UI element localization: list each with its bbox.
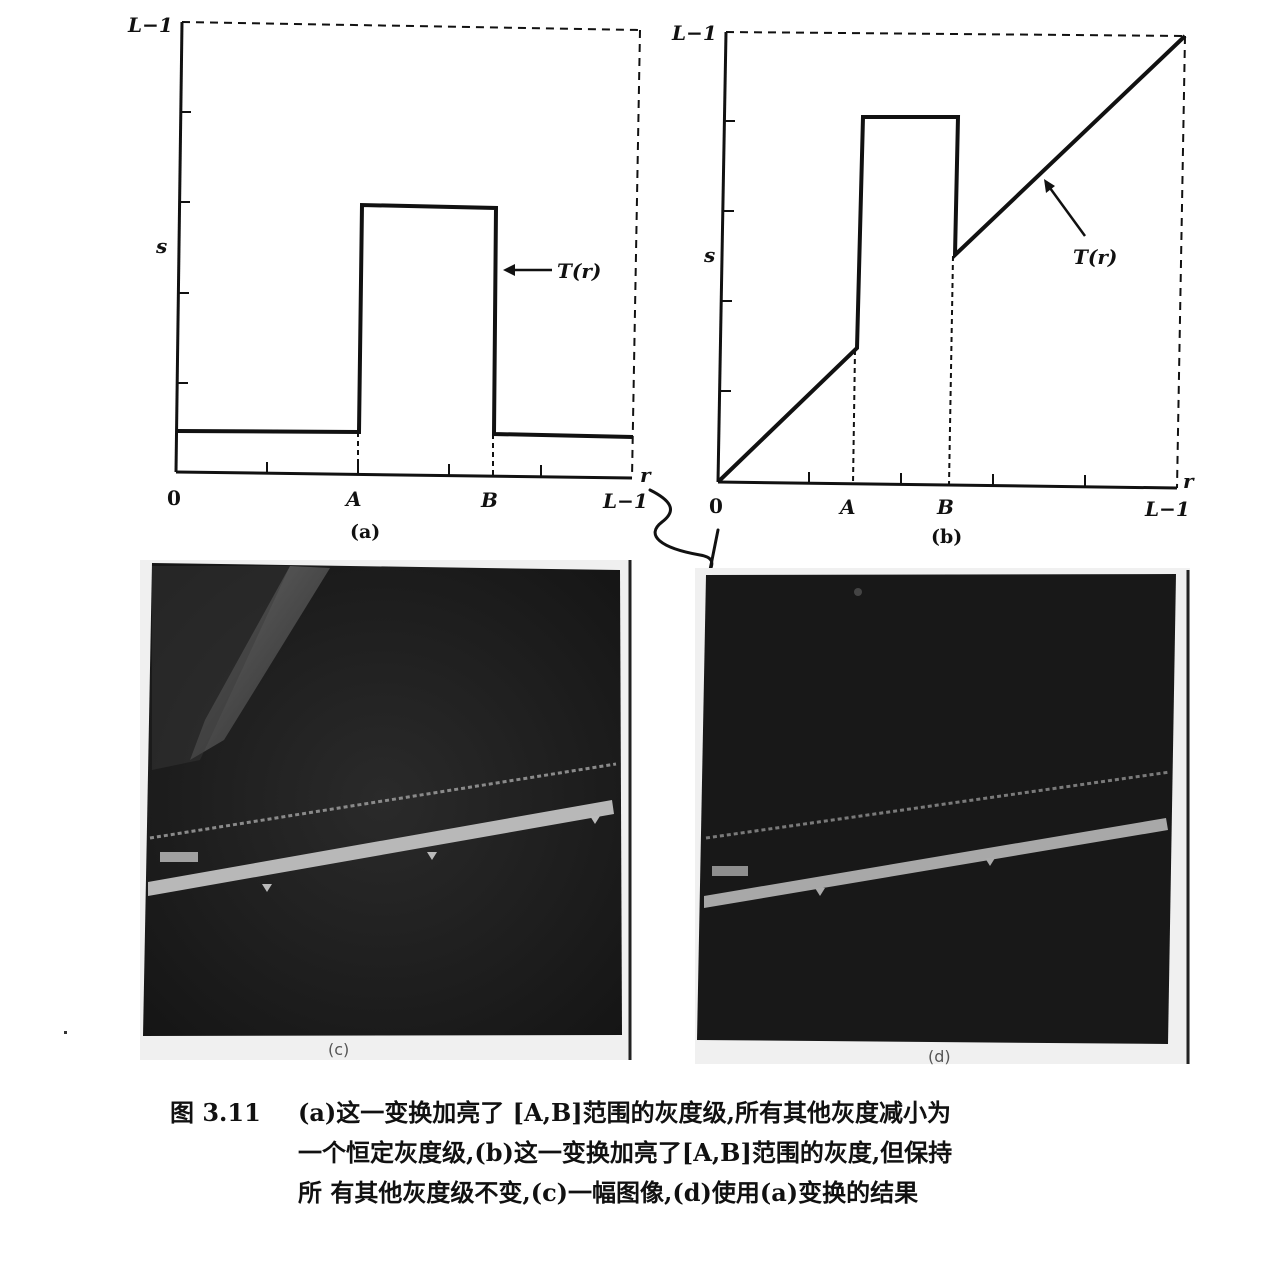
plot-b-r-label: r: [1183, 469, 1195, 493]
plot-b-y-ticks: [721, 120, 735, 392]
photo-d-thin-line: [705, 770, 1171, 840]
plot-b-b-dropline: [948, 255, 954, 486]
plot-a-curve-label: T(r): [557, 259, 601, 283]
plot-a-y-axis: [174, 21, 184, 473]
photo-d-bright-band: [704, 818, 1168, 908]
photo-d-image: [697, 574, 1176, 1044]
caption-figure-number: 图 3.11: [170, 1098, 261, 1127]
plot-a-y-ticks: [178, 111, 191, 384]
caption-line: (a)这一变换加亮了 [A,B]范围的灰度级,所有其他灰度减小为: [298, 1098, 951, 1127]
plot-a-arrowhead: [503, 264, 515, 276]
plot-a: L−1 s T(r) r 0 A B L−1 (a): [127, 13, 652, 543]
plot-b-x-axis: [717, 480, 1178, 490]
photo-c-bright-band: [148, 800, 614, 896]
plot-a-y-top-label: L−1: [127, 13, 173, 37]
plot-a-r-label: r: [640, 463, 652, 487]
plot-b-panel-label: (b): [931, 526, 962, 548]
plot-b-arrow: [1048, 187, 1087, 237]
plot-b-x-ticks: [808, 472, 1086, 486]
photo-d-speck: [854, 588, 862, 596]
plot-b-curve: [716, 34, 1187, 484]
plot-a-curve: [175, 202, 634, 439]
caption-line: 一个恒定灰度级,(b)这一变换加亮了[A,B]范围的灰度,但保持: [298, 1138, 953, 1167]
stray-mark: [64, 1031, 67, 1034]
plot-b-s-label: s: [703, 243, 715, 267]
photo-d-marker: [815, 888, 825, 896]
photo-c-small-label-mark: [160, 852, 198, 862]
plot-a-right-border: [631, 29, 641, 479]
plot-a-xl-label: L−1: [602, 489, 648, 513]
plot-b-right-border: [1176, 35, 1186, 489]
photo-c-image: [143, 563, 622, 1036]
photo-c-thin-line: [149, 762, 617, 840]
plot-b-y-axis: [716, 31, 728, 483]
plot-b-top-border: [725, 31, 1186, 37]
photo-d: (d): [695, 568, 1190, 1066]
photo-c-marker: [590, 816, 600, 824]
plot-b-curve-label: T(r): [1073, 245, 1117, 269]
plot-a-xa-label: A: [344, 487, 362, 511]
photo-d-small-label-mark: [712, 866, 748, 876]
plot-b-arrowhead: [1044, 179, 1055, 193]
plot-b-y-top-label: L−1: [671, 21, 717, 45]
handwritten-arrow-tip: [708, 528, 720, 572]
photo-c-marker: [262, 884, 272, 892]
plot-b-a-dropline: [852, 349, 856, 485]
photo-d-panel-label: (d): [928, 1047, 951, 1066]
photo-c: (c): [140, 560, 632, 1060]
plot-a-top-border: [181, 21, 641, 31]
plot-a-x-axis: [175, 470, 633, 480]
photo-d-marker: [985, 858, 995, 866]
plot-b-xl-label: L−1: [1144, 497, 1190, 521]
plot-b-xa-label: A: [838, 495, 856, 519]
plot-a-xb-label: B: [480, 488, 498, 512]
plot-a-panel-label: (a): [350, 521, 380, 543]
plot-b-x0-label: 0: [709, 494, 723, 518]
handwritten-arrow-stroke: [648, 488, 714, 572]
photo-c-marker: [427, 852, 437, 860]
plot-b: L−1 s T(r) r 0 A B L−1 (b): [671, 21, 1195, 548]
caption-text: (a)这一变换加亮了 [A,B]范围的灰度级,所有其他灰度减小为 一个恒定灰度级…: [298, 1093, 1158, 1213]
caption-line: 所 有其他灰度级不变,(c)一幅图像,(d)使用(a)变换的结果: [298, 1178, 919, 1207]
photo-c-panel-label: (c): [328, 1040, 349, 1059]
plot-b-xb-label: B: [936, 495, 954, 519]
photo-c-diagonal-streak: [190, 566, 330, 760]
plot-a-x0-label: 0: [167, 486, 181, 510]
photo-c-haze: [152, 566, 290, 770]
plot-a-s-label: s: [155, 234, 167, 258]
